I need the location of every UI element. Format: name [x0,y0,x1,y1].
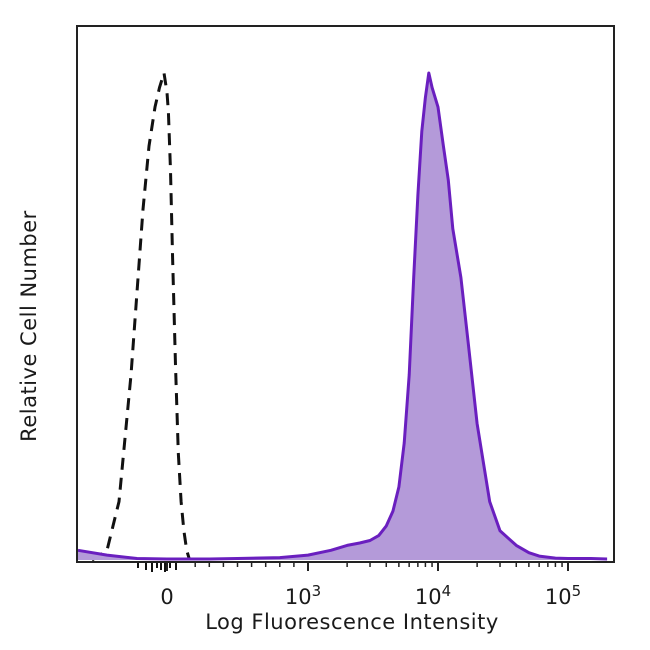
sample-histogram-line [77,71,608,561]
x-tick-label: 103 [285,582,321,609]
sample-histogram-fill [78,73,608,560]
x-tick-label: 105 [545,582,581,609]
x-tick-label: 104 [415,582,451,609]
control-histogram-line [91,71,192,562]
y-axis-title: Relative Cell Number [17,210,41,442]
plot-frame [76,25,615,563]
x-axis: 0 103 104 105 [160,562,581,609]
series-layer [77,71,608,562]
x-axis-title: Log Fluorescence Intensity [205,610,499,634]
zero-rug-marks [137,562,177,572]
x-tick-label: 0 [160,585,173,609]
